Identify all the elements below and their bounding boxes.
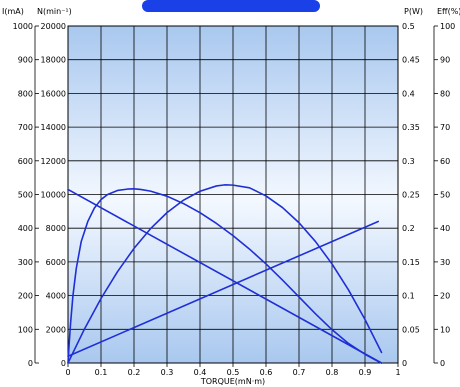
power-tick-label: 0.4: [402, 89, 415, 98]
speed-tick-label: 12000: [41, 157, 66, 166]
power-tick-label: 0.35: [402, 123, 420, 132]
efficiency-axis-unit: Eff(%): [437, 7, 460, 16]
current-curve: [67, 220, 380, 358]
speed-tick-label: 16000: [41, 89, 66, 98]
current-axis-unit: I(mA): [2, 7, 24, 16]
power-tick-label: 0: [402, 359, 407, 368]
efficiency-tick-label: 80: [440, 89, 450, 98]
speed-tick-label: 2000: [46, 325, 66, 334]
speed-axis-unit: N(min⁻¹): [37, 7, 72, 16]
x-tick-label: 0.1: [95, 368, 108, 377]
efficiency-tick-label: 40: [440, 224, 450, 233]
speed-tick-label: 8000: [46, 224, 66, 233]
current-tick-label: 100: [18, 325, 33, 334]
power-tick-label: 0.15: [402, 258, 420, 267]
current-tick-label: 900: [18, 56, 33, 65]
current-tick-label: 400: [18, 224, 33, 233]
speed-tick-label: 6000: [46, 258, 66, 267]
x-tick-label: 0.3: [161, 368, 174, 377]
speed-curve: [67, 188, 383, 364]
efficiency-curve: [67, 187, 383, 364]
x-tick-label: 0.8: [326, 368, 339, 377]
axes: [34, 25, 438, 367]
current-tick-label: 500: [18, 191, 33, 200]
power-curve: [67, 184, 383, 364]
efficiency-tick-label: 30: [440, 258, 450, 267]
power-tick-label: 0.3: [402, 157, 415, 166]
speed-tick-label: 18000: [41, 56, 66, 65]
current-tick-label: 300: [18, 258, 33, 267]
power-tick-label: 0.5: [402, 22, 415, 31]
x-axis-label: TORQUE(mN·m): [200, 377, 265, 386]
series: [67, 184, 383, 364]
x-tick-label: 0: [65, 368, 70, 377]
x-tick-label: 0.5: [227, 368, 240, 377]
title-banner: [142, 0, 320, 12]
current-tick-label: 200: [18, 292, 33, 301]
efficiency-tick-label: 60: [440, 157, 450, 166]
x-tick-label: 0.6: [260, 368, 273, 377]
efficiency-tick-label: 90: [440, 56, 450, 65]
power-tick-label: 0.25: [402, 191, 420, 200]
efficiency-tick-label: 20: [440, 292, 450, 301]
current-tick-label: 700: [18, 123, 33, 132]
power-axis-unit: P(W): [404, 7, 423, 16]
speed-tick-label: 0: [61, 359, 66, 368]
x-tick-label: 0.7: [293, 368, 306, 377]
efficiency-tick-label: 10: [440, 325, 450, 334]
efficiency-tick-label: 100: [440, 22, 455, 31]
x-tick-label: 0.9: [359, 368, 372, 377]
current-tick-label: 800: [18, 89, 33, 98]
power-tick-label: 0.2: [402, 224, 415, 233]
x-tick-label: 1: [395, 368, 400, 377]
power-tick-label: 0.1: [402, 292, 415, 301]
speed-tick-label: 14000: [41, 123, 66, 132]
x-tick-label: 0.2: [128, 368, 141, 377]
current-tick-label: 600: [18, 157, 33, 166]
speed-tick-label: 4000: [46, 292, 66, 301]
speed-tick-label: 20000: [41, 22, 66, 31]
power-tick-label: 0.05: [402, 325, 420, 334]
power-tick-label: 0.45: [402, 56, 420, 65]
current-tick-label: 1000: [13, 22, 33, 31]
efficiency-tick-label: 0: [440, 359, 445, 368]
current-tick-label: 0: [28, 359, 33, 368]
speed-tick-label: 10000: [41, 191, 66, 200]
x-tick-label: 0.4: [194, 368, 207, 377]
efficiency-tick-label: 50: [440, 191, 450, 200]
efficiency-tick-label: 70: [440, 123, 450, 132]
